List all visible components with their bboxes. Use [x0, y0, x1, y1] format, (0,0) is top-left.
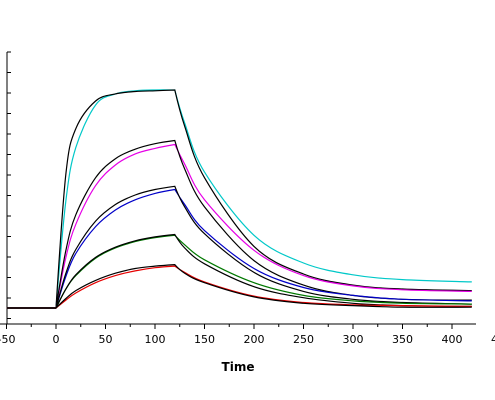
x-axis-title: Time — [222, 360, 255, 374]
x-tick-label: 100 — [145, 333, 166, 346]
series-line — [6, 233, 472, 309]
series-line — [6, 263, 472, 309]
x-tick-label: 150 — [194, 333, 215, 346]
series-line — [6, 265, 472, 309]
x-tick-label: 400 — [442, 333, 463, 346]
x-tick-label: 50 — [99, 333, 113, 346]
x-tick-label: 450 — [491, 333, 495, 346]
series-line — [6, 143, 472, 309]
series-line — [6, 234, 472, 309]
x-tick-label: 0 — [53, 333, 60, 346]
x-tick-label: 250 — [293, 333, 314, 346]
x-tick-label: -50 — [0, 333, 15, 346]
x-tick-label: 300 — [343, 333, 364, 346]
x-tick-label: 200 — [244, 333, 265, 346]
series-layer — [6, 89, 472, 309]
x-tick-labels: -50 0 50 100 150 200 250 300 350 400 450 — [0, 333, 495, 346]
axes — [0, 51, 476, 329]
x-tick-label: 350 — [392, 333, 413, 346]
series-line — [6, 89, 472, 309]
series-line — [6, 185, 472, 309]
series-line — [6, 188, 472, 309]
